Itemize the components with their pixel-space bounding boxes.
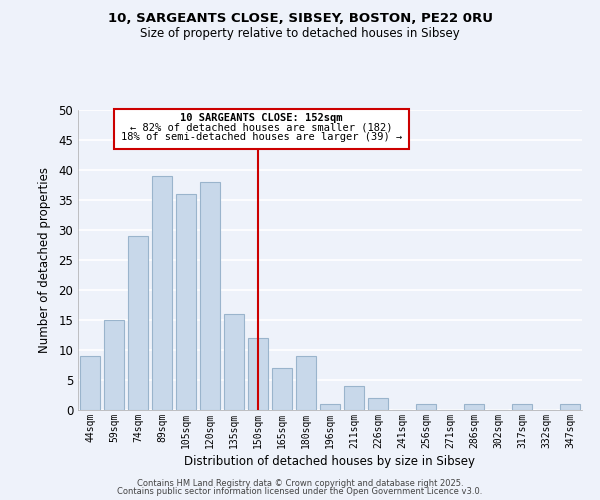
Text: Size of property relative to detached houses in Sibsey: Size of property relative to detached ho…: [140, 28, 460, 40]
Bar: [224, 314, 244, 410]
Bar: [80, 356, 100, 410]
Text: ← 82% of detached houses are smaller (182): ← 82% of detached houses are smaller (18…: [130, 122, 393, 132]
Bar: [560, 404, 580, 410]
Bar: [152, 176, 172, 410]
Bar: [200, 182, 220, 410]
Bar: [320, 404, 340, 410]
Bar: [272, 368, 292, 410]
Bar: [416, 404, 436, 410]
Text: 10, SARGEANTS CLOSE, SIBSEY, BOSTON, PE22 0RU: 10, SARGEANTS CLOSE, SIBSEY, BOSTON, PE2…: [107, 12, 493, 26]
Text: Contains public sector information licensed under the Open Government Licence v3: Contains public sector information licen…: [118, 487, 482, 496]
Text: 18% of semi-detached houses are larger (39) →: 18% of semi-detached houses are larger (…: [121, 132, 402, 142]
Bar: [296, 356, 316, 410]
Y-axis label: Number of detached properties: Number of detached properties: [38, 167, 52, 353]
Bar: [344, 386, 364, 410]
Bar: [128, 236, 148, 410]
Bar: [512, 404, 532, 410]
Bar: [464, 404, 484, 410]
Bar: [248, 338, 268, 410]
FancyBboxPatch shape: [114, 109, 409, 149]
Bar: [176, 194, 196, 410]
X-axis label: Distribution of detached houses by size in Sibsey: Distribution of detached houses by size …: [185, 455, 476, 468]
Text: Contains HM Land Registry data © Crown copyright and database right 2025.: Contains HM Land Registry data © Crown c…: [137, 478, 463, 488]
Text: 10 SARGEANTS CLOSE: 152sqm: 10 SARGEANTS CLOSE: 152sqm: [181, 113, 343, 123]
Bar: [104, 320, 124, 410]
Bar: [368, 398, 388, 410]
